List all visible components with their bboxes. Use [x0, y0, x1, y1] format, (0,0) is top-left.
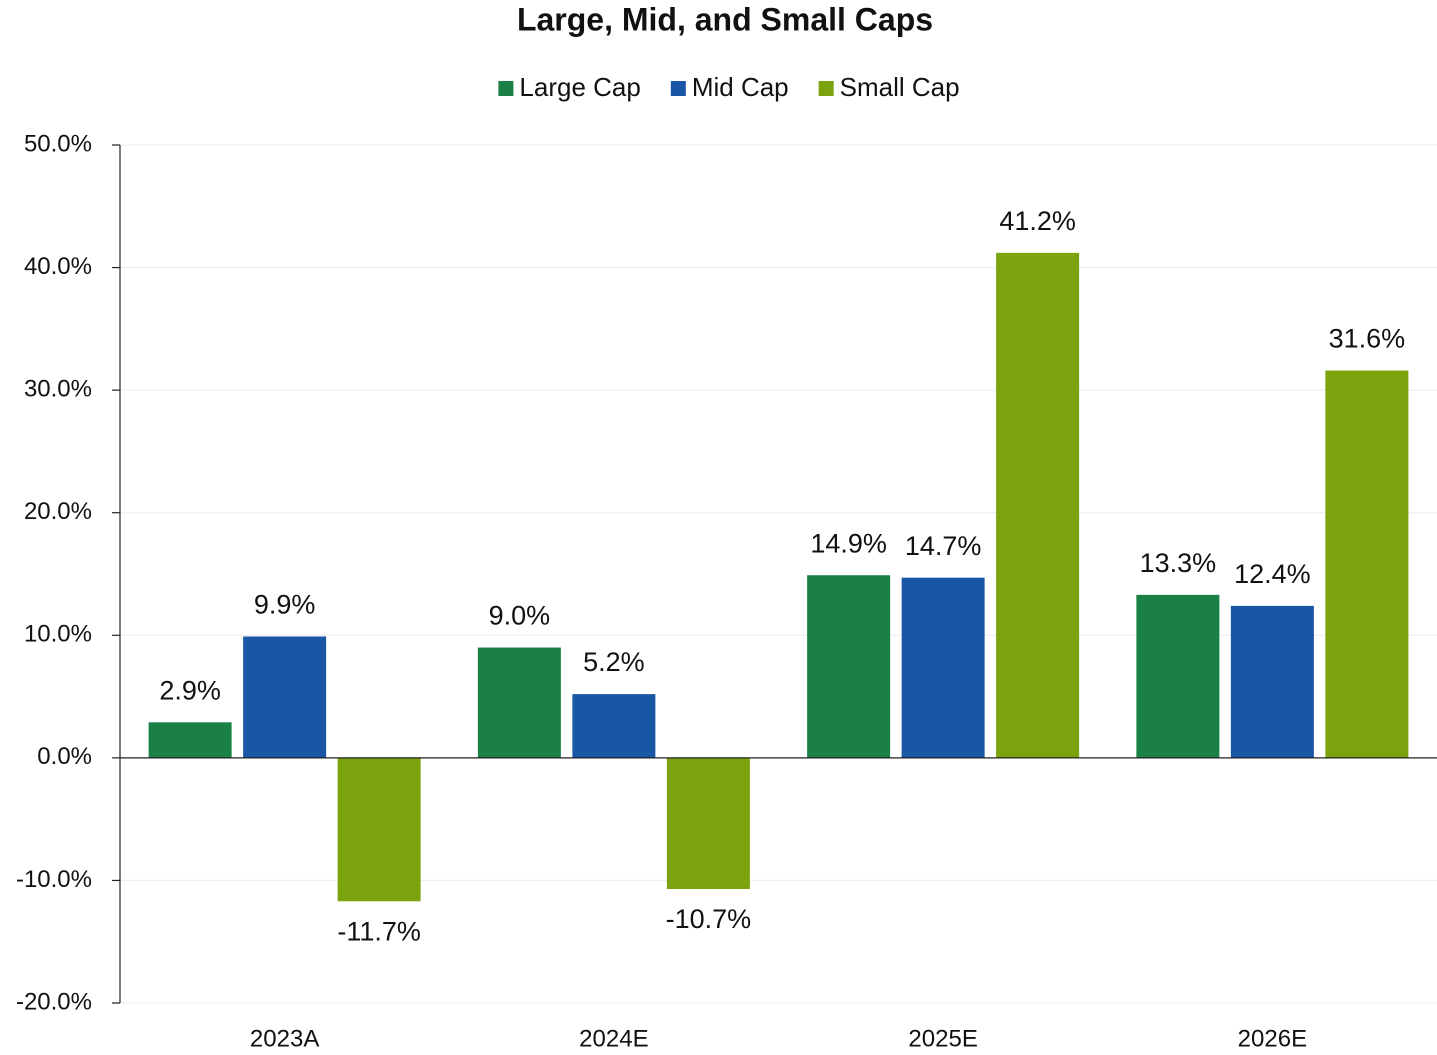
legend-swatch	[498, 81, 514, 96]
bar	[477, 647, 561, 758]
y-tick-label: 20.0%	[24, 498, 92, 525]
y-tick-label: 50.0%	[24, 130, 92, 157]
bar	[996, 252, 1080, 758]
data-label: 41.2%	[999, 206, 1076, 236]
data-label: 9.0%	[489, 601, 551, 631]
y-tick-label: -20.0%	[16, 988, 92, 1015]
x-tick-label: 2023A	[250, 1025, 319, 1052]
x-tick-label: 2026E	[1238, 1025, 1307, 1052]
bar	[1230, 605, 1314, 758]
bar	[337, 757, 421, 902]
legend-label: Large Cap	[519, 72, 640, 102]
y-tick-label: 10.0%	[24, 621, 92, 648]
y-tick-label: -10.0%	[16, 866, 92, 893]
legend-label: Small Cap	[840, 72, 960, 102]
bar	[572, 694, 656, 758]
data-label: 9.9%	[254, 590, 316, 620]
y-tick-label: 40.0%	[24, 253, 92, 280]
data-label: 14.7%	[905, 531, 982, 561]
x-tick-label: 2025E	[908, 1025, 977, 1052]
legend-swatch	[818, 81, 834, 96]
data-label: 2.9%	[159, 675, 221, 705]
legend-swatch	[670, 81, 686, 96]
bar	[666, 757, 750, 890]
data-label: 5.2%	[583, 647, 645, 677]
data-label: 14.9%	[810, 528, 887, 558]
data-label: 12.4%	[1234, 559, 1311, 589]
bar	[901, 577, 985, 758]
bar	[148, 722, 232, 758]
y-tick-label: 0.0%	[37, 743, 92, 770]
bar	[1136, 594, 1220, 758]
data-label: -10.7%	[666, 904, 752, 934]
x-tick-label: 2024E	[579, 1025, 648, 1052]
chart-title: Large, Mid, and Small Caps	[517, 1, 933, 37]
data-label: 13.3%	[1140, 548, 1217, 578]
bar	[807, 575, 891, 758]
y-tick-label: 30.0%	[24, 375, 92, 402]
legend-label: Mid Cap	[692, 72, 789, 102]
data-label: 31.6%	[1329, 324, 1406, 354]
bar	[1325, 370, 1409, 758]
data-label: -11.7%	[337, 916, 421, 946]
bar	[243, 636, 327, 758]
